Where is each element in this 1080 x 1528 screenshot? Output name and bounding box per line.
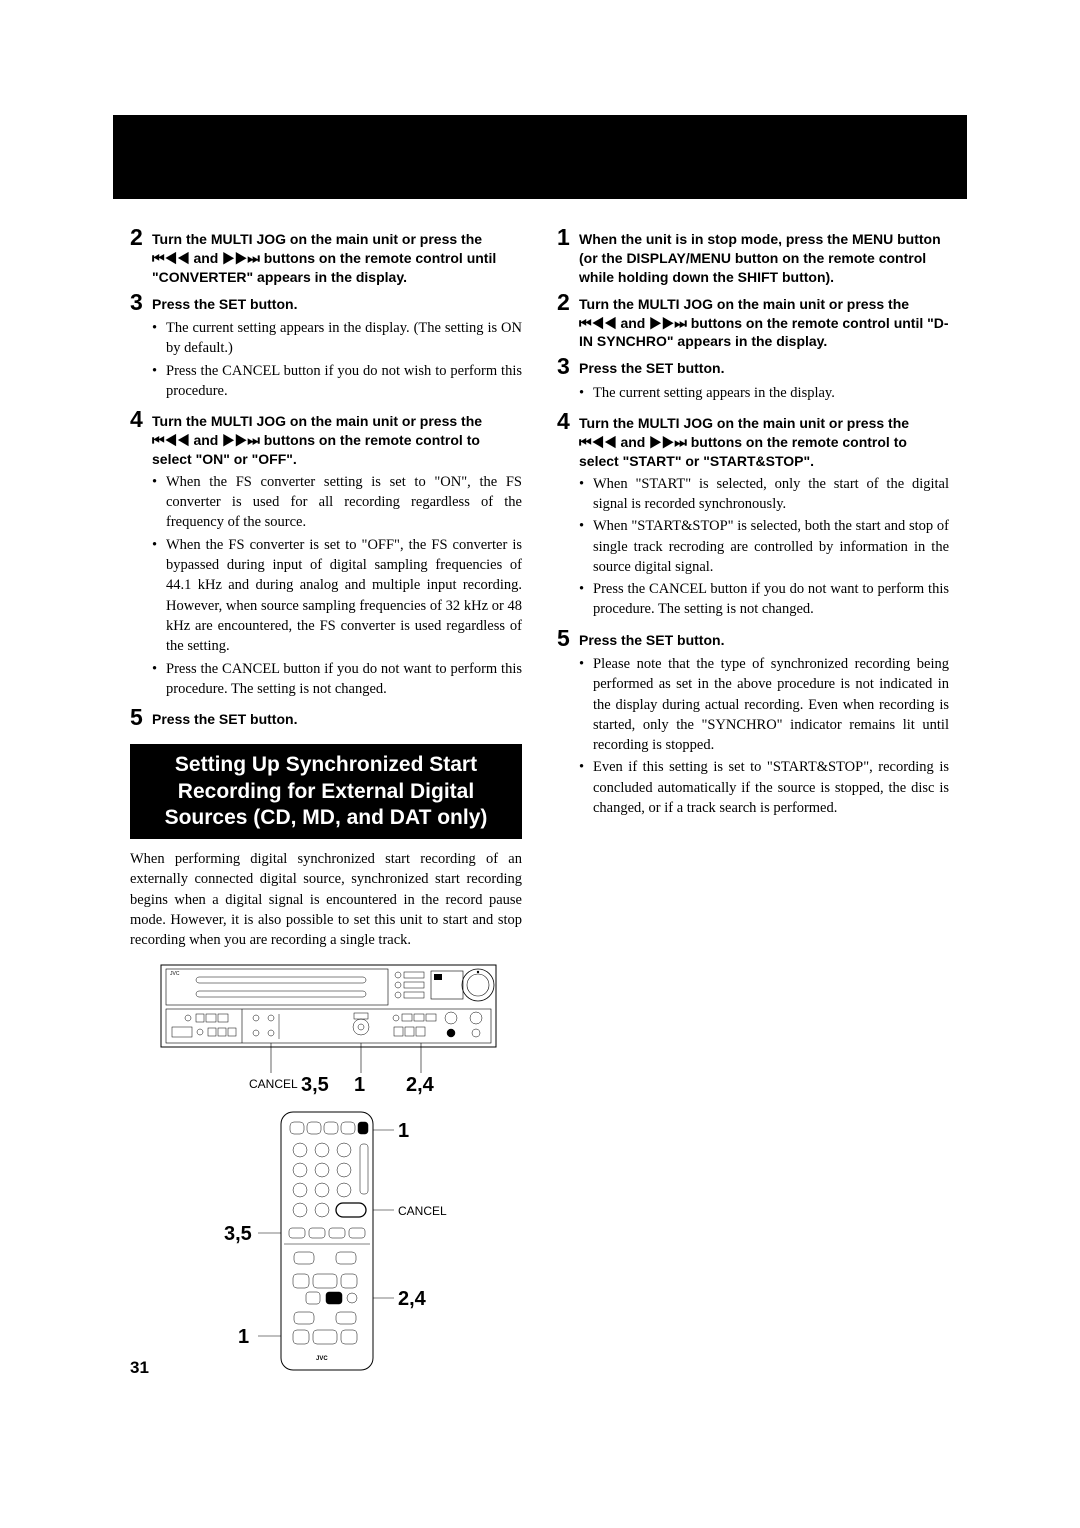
page-content: 2 Turn the MULTI JOG on the main unit or… xyxy=(130,225,950,1381)
left-bullets-3: The current setting appears in the displ… xyxy=(130,318,522,401)
step-text: Press the SET button. xyxy=(152,705,297,729)
step-number: 5 xyxy=(130,705,152,730)
main-unit-svg: JVC xyxy=(136,961,516,1106)
step-number: 4 xyxy=(557,409,579,434)
remote-callout-24: 2,4 xyxy=(398,1288,427,1310)
step-number: 5 xyxy=(557,626,579,651)
step-text: Turn the MULTI JOG on the main unit or p… xyxy=(152,407,522,469)
brand-label: JVC xyxy=(170,971,180,977)
step-text: Turn the MULTI JOG on the main unit or p… xyxy=(152,225,522,287)
bullet-item: Press the CANCEL button if you do not wa… xyxy=(152,659,522,700)
bullet-item: The current setting appears in the displ… xyxy=(579,383,949,403)
bullet-item: Please note that the type of synchronize… xyxy=(579,654,949,755)
section-paragraph: When performing digital synchronized sta… xyxy=(130,849,522,950)
step-text: Press the SET button. xyxy=(579,354,724,378)
unit-diagram: JVC xyxy=(130,961,522,1381)
callout-35: 3,5 xyxy=(301,1074,329,1096)
right-column: 1 When the unit is in stop mode, press t… xyxy=(557,225,949,1381)
bullet-item: The current setting appears in the displ… xyxy=(152,318,522,359)
bullet-item: When the FS converter setting is set to … xyxy=(152,472,522,533)
left-bullets-4: When the FS converter setting is set to … xyxy=(130,472,522,699)
step-number: 3 xyxy=(557,354,579,379)
right-step-3: 3 Press the SET button. xyxy=(557,354,949,379)
bullet-item: When the FS converter is set to "OFF", t… xyxy=(152,535,522,657)
bullet-item: Even if this setting is set to "START&ST… xyxy=(579,757,949,818)
right-bullets-5: Please note that the type of synchronize… xyxy=(557,654,949,818)
remote-brand: JVC xyxy=(316,1356,328,1362)
remote-callout-1: 1 xyxy=(398,1120,409,1142)
right-step-1: 1 When the unit is in stop mode, press t… xyxy=(557,225,949,287)
page-number: 31 xyxy=(130,1358,149,1378)
callout-1: 1 xyxy=(354,1074,365,1096)
remote-callout-cancel: CANCEL xyxy=(398,1204,447,1218)
step-number: 2 xyxy=(130,225,152,250)
step-text: Turn the MULTI JOG on the main unit or p… xyxy=(579,290,949,352)
right-step-5: 5 Press the SET button. xyxy=(557,626,949,651)
right-bullets-3: The current setting appears in the displ… xyxy=(557,383,949,403)
bullet-item: Press the CANCEL button if you do not wi… xyxy=(152,361,522,402)
step-text: Press the SET button. xyxy=(579,626,724,650)
bullet-item: When "START" is selected, only the start… xyxy=(579,474,949,515)
remote-callout-1b: 1 xyxy=(238,1326,249,1348)
step-number: 1 xyxy=(557,225,579,250)
bullet-item: When "START&STOP" is selected, both the … xyxy=(579,516,949,577)
callout-cancel: CANCEL xyxy=(249,1077,298,1091)
header-blackbar xyxy=(113,115,967,199)
callout-24: 2,4 xyxy=(406,1074,435,1096)
left-step-3: 3 Press the SET button. xyxy=(130,290,522,315)
remote-callout-35: 3,5 xyxy=(224,1223,252,1245)
step-number: 4 xyxy=(130,407,152,432)
section-header: Setting Up Synchronized Start Recording … xyxy=(130,744,522,839)
step-number: 2 xyxy=(557,290,579,315)
left-column: 2 Turn the MULTI JOG on the main unit or… xyxy=(130,225,522,1381)
right-step-2: 2 Turn the MULTI JOG on the main unit or… xyxy=(557,290,949,352)
step-text: Press the SET button. xyxy=(152,290,297,314)
left-step-4: 4 Turn the MULTI JOG on the main unit or… xyxy=(130,407,522,469)
right-step-4: 4 Turn the MULTI JOG on the main unit or… xyxy=(557,409,949,471)
step-text: Turn the MULTI JOG on the main unit or p… xyxy=(579,409,949,471)
left-step-2: 2 Turn the MULTI JOG on the main unit or… xyxy=(130,225,522,287)
step-number: 3 xyxy=(130,290,152,315)
left-step-5: 5 Press the SET button. xyxy=(130,705,522,730)
step-text: When the unit is in stop mode, press the… xyxy=(579,225,949,287)
right-bullets-4: When "START" is selected, only the start… xyxy=(557,474,949,620)
bullet-item: Press the CANCEL button if you do not wa… xyxy=(579,579,949,620)
remote-svg: JVC 1 CANCEL 3,5 2,4 1 xyxy=(176,1106,476,1381)
